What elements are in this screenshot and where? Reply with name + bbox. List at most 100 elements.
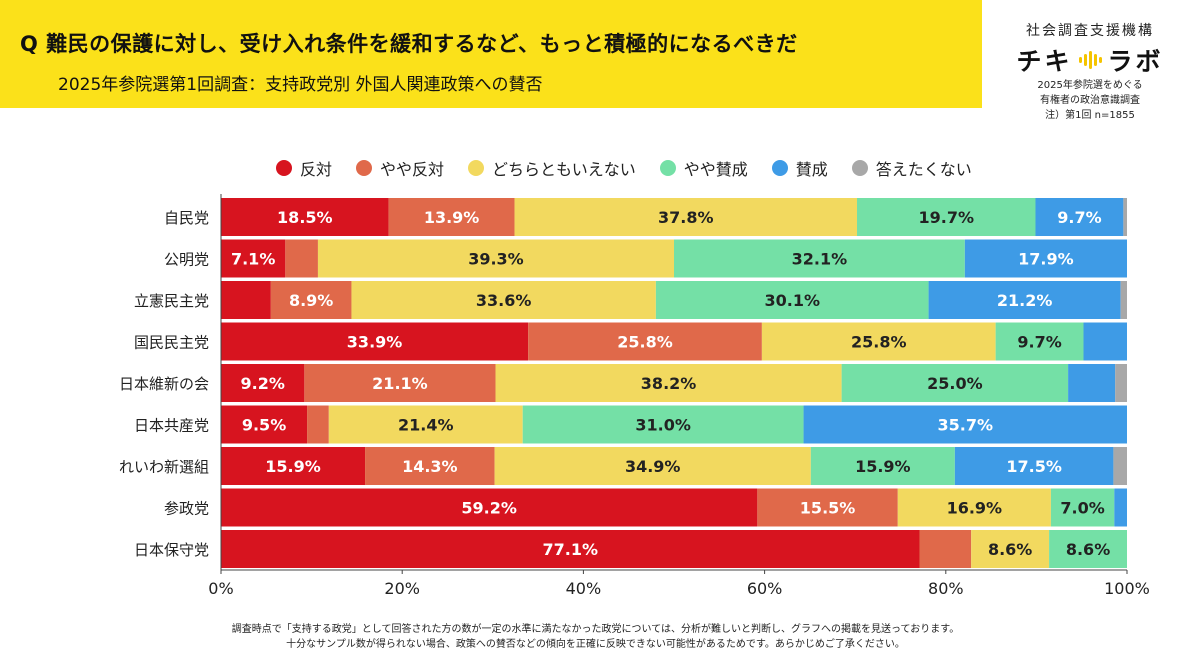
legend-swatch bbox=[276, 160, 292, 176]
category-label: 国民民主党 bbox=[134, 334, 209, 352]
bar-segment bbox=[528, 322, 762, 361]
bar-segment bbox=[221, 405, 308, 444]
legend-label: やや賛成 bbox=[683, 160, 748, 179]
bar-segment bbox=[221, 488, 758, 527]
data-label: 16.9% bbox=[947, 499, 1003, 518]
bar-segment bbox=[514, 198, 858, 236]
data-label: 21.2% bbox=[997, 291, 1053, 310]
legend-swatch bbox=[356, 160, 373, 176]
bar-segment bbox=[221, 447, 366, 485]
sound-wave-icon bbox=[1078, 51, 1102, 69]
data-label: 25.8% bbox=[851, 333, 907, 352]
org-block: 社会調査支援機構 チキ ラボ 2025年参院選をめぐる 有権者の政治意識調査 注… bbox=[990, 0, 1190, 123]
bar-segment bbox=[803, 405, 1127, 444]
org-note-line: 2025年参院選をめぐる bbox=[1037, 80, 1143, 91]
bar-segment bbox=[317, 239, 674, 278]
legend-label: やや反対 bbox=[380, 160, 445, 179]
bar-segment bbox=[1115, 364, 1127, 402]
footnote-line: 十分なサンプル数が得られない場合、政策への賛否などの傾向を正確に反映できない可能… bbox=[286, 639, 905, 650]
bar-segment bbox=[1050, 488, 1115, 527]
bar-segment bbox=[1049, 530, 1127, 568]
bar-segment bbox=[971, 530, 1050, 568]
org-name: 社会調査支援機構 bbox=[1026, 23, 1154, 39]
legend-swatch bbox=[468, 160, 485, 176]
bar-segment bbox=[810, 447, 955, 485]
stacked-bar-chart: 18.5% 13.9% 37.8% 19.7% 9.7% 自民党 7.1% 39.3% 32.1… bbox=[119, 194, 1150, 598]
bar-segment bbox=[221, 239, 286, 278]
legend-label: 答えたくない bbox=[875, 160, 972, 179]
legend-item: 反対 bbox=[276, 156, 332, 180]
category-label: 日本共産党 bbox=[134, 417, 209, 435]
page-subtitle: 2025年参院選第1回調査：支持政党別 外国人関連政策への賛否 bbox=[58, 75, 543, 95]
data-label: 15.9% bbox=[855, 457, 911, 476]
data-label: 21.1% bbox=[372, 374, 428, 393]
bar-segment bbox=[495, 364, 842, 402]
data-label: 9.2% bbox=[240, 374, 284, 393]
x-tick-label: 80% bbox=[928, 579, 964, 598]
bar-segment bbox=[1114, 488, 1127, 527]
bar-segment bbox=[1083, 322, 1127, 361]
bar-segment bbox=[365, 447, 495, 485]
data-label: 25.0% bbox=[927, 374, 983, 393]
data-label: 8.6% bbox=[1066, 540, 1110, 559]
legend-label: 反対 bbox=[300, 160, 333, 179]
data-label: 33.6% bbox=[476, 291, 532, 310]
bar-segment bbox=[919, 530, 972, 568]
category-label: 日本保守党 bbox=[134, 541, 209, 559]
data-label: 7.0% bbox=[1060, 499, 1104, 518]
data-label: 17.5% bbox=[1006, 457, 1062, 476]
bar-segment bbox=[655, 281, 929, 319]
legend-swatch bbox=[659, 160, 676, 176]
bar-segment bbox=[1068, 364, 1116, 402]
bar-segment bbox=[674, 239, 965, 278]
org-note-line: 注）第1回 n=1855 bbox=[1045, 110, 1135, 121]
page-title: Q 難民の保護に対し、受け入れ条件を緩和するなど、もっと積極的になるべきだ bbox=[20, 32, 798, 56]
bar-segment bbox=[221, 322, 529, 361]
category-label: 日本維新の会 bbox=[119, 375, 209, 393]
header-band bbox=[0, 0, 982, 108]
bar-segment bbox=[221, 198, 389, 236]
bar-segment bbox=[494, 447, 811, 485]
data-label: 77.1% bbox=[543, 540, 599, 559]
legend-item: やや賛成 bbox=[659, 156, 748, 180]
legend-label: 賛成 bbox=[795, 160, 828, 179]
data-label: 9.5% bbox=[242, 416, 286, 435]
bar-segment bbox=[954, 447, 1114, 485]
data-label: 39.3% bbox=[468, 250, 524, 269]
logo-right-text: ラボ bbox=[1107, 47, 1164, 76]
data-label: 15.5% bbox=[800, 499, 856, 518]
data-label: 33.9% bbox=[347, 333, 403, 352]
category-label: れいわ新選組 bbox=[119, 458, 209, 476]
data-label: 59.2% bbox=[461, 499, 517, 518]
legend-swatch bbox=[771, 160, 788, 176]
legend-item: やや反対 bbox=[356, 156, 444, 180]
bar-segment bbox=[270, 281, 352, 319]
legend-swatch bbox=[851, 160, 868, 176]
category-label: 公明党 bbox=[164, 251, 209, 269]
bar-segment bbox=[351, 281, 656, 319]
bar-segment bbox=[1123, 198, 1127, 236]
x-tick-label: 20% bbox=[384, 579, 420, 598]
bar-segment bbox=[1120, 281, 1127, 319]
org-note-line: 有権者の政治意識調査 bbox=[1040, 95, 1140, 106]
data-label: 35.7% bbox=[938, 416, 994, 435]
chart-legend: 反対 やや反対 どちらともいえない やや賛成 賛成 答えたくない bbox=[276, 156, 972, 180]
footnote-line: 調査時点で「支持する政党」として回答された方の数が一定の水準に満たなかった政党に… bbox=[231, 624, 960, 635]
bar-segment bbox=[388, 198, 515, 236]
data-label: 9.7% bbox=[1057, 208, 1101, 227]
data-label: 37.8% bbox=[658, 208, 714, 227]
data-label: 38.2% bbox=[641, 374, 697, 393]
data-label: 30.1% bbox=[764, 291, 820, 310]
bar-segment bbox=[1035, 198, 1124, 236]
bar-segment bbox=[841, 364, 1069, 402]
bar-segment bbox=[307, 405, 329, 444]
x-tick-label: 0% bbox=[208, 579, 233, 598]
data-label: 9.7% bbox=[1017, 333, 1061, 352]
bar-segment bbox=[897, 488, 1051, 527]
logo-left-text: チキ bbox=[1016, 47, 1073, 76]
data-label: 17.9% bbox=[1018, 250, 1074, 269]
footnote: 調査時点で「支持する政党」として回答された方の数が一定の水準に満たなかった政党に… bbox=[0, 622, 1191, 652]
legend-label: どちらともいえない bbox=[492, 160, 636, 179]
bar-segment bbox=[285, 239, 318, 278]
data-label: 32.1% bbox=[792, 250, 848, 269]
